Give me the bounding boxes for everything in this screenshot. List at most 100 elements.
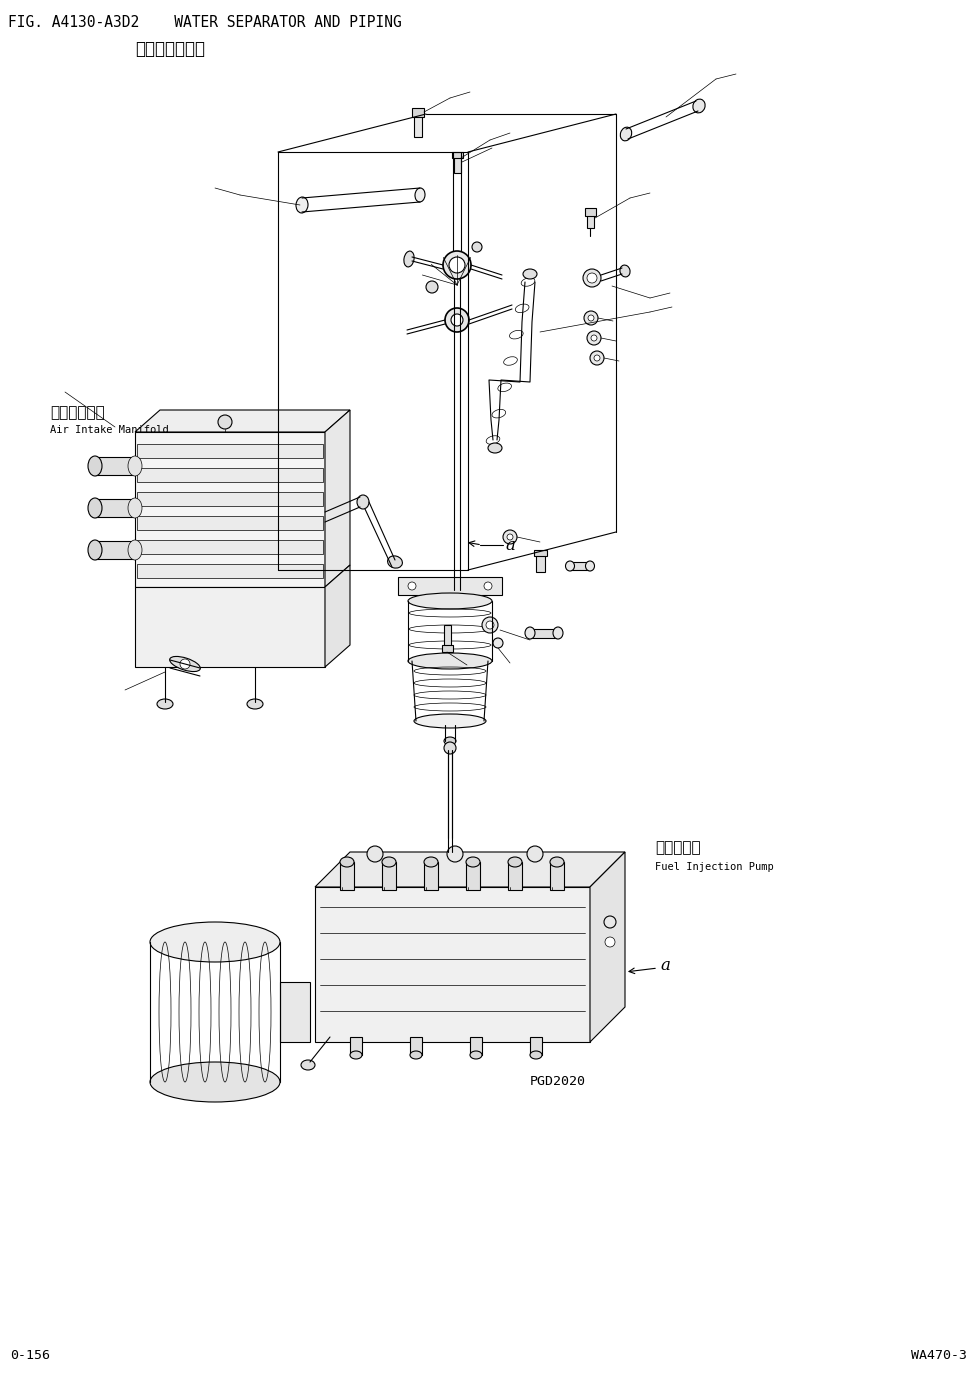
Polygon shape (590, 853, 625, 1042)
Circle shape (367, 846, 383, 862)
Circle shape (591, 335, 597, 341)
Circle shape (408, 582, 416, 590)
Bar (442, 645, 453, 652)
Bar (587, 214, 594, 228)
Ellipse shape (388, 556, 403, 568)
Polygon shape (325, 566, 350, 667)
Ellipse shape (350, 1050, 362, 1059)
Ellipse shape (301, 1060, 315, 1070)
Ellipse shape (530, 1050, 542, 1059)
Circle shape (493, 638, 503, 648)
Ellipse shape (415, 188, 425, 202)
Bar (410, 1037, 422, 1054)
Circle shape (426, 281, 438, 292)
Bar (424, 862, 438, 890)
Bar (444, 625, 451, 647)
Ellipse shape (414, 714, 486, 728)
Circle shape (587, 331, 601, 345)
Polygon shape (315, 853, 625, 887)
Ellipse shape (553, 627, 563, 638)
Ellipse shape (128, 456, 142, 476)
Bar (135, 432, 325, 588)
Text: 0-156: 0-156 (10, 1350, 50, 1362)
Bar (137, 516, 323, 530)
Bar (550, 862, 564, 890)
Circle shape (590, 351, 604, 365)
Ellipse shape (410, 1050, 422, 1059)
Circle shape (486, 621, 494, 629)
Bar (95, 498, 135, 518)
Polygon shape (135, 411, 350, 432)
Ellipse shape (470, 1050, 482, 1059)
Ellipse shape (88, 498, 102, 518)
Bar (412, 108, 424, 117)
Ellipse shape (620, 128, 632, 141)
Ellipse shape (157, 699, 173, 708)
Ellipse shape (404, 251, 414, 266)
Ellipse shape (508, 857, 522, 866)
Circle shape (503, 530, 517, 544)
Ellipse shape (170, 656, 200, 671)
Circle shape (594, 356, 600, 361)
Circle shape (583, 269, 601, 287)
Ellipse shape (466, 857, 480, 866)
Text: a: a (505, 537, 515, 553)
Bar (530, 1037, 542, 1054)
Bar (137, 492, 323, 507)
Bar (452, 152, 463, 158)
Ellipse shape (340, 857, 354, 866)
Ellipse shape (424, 857, 438, 866)
Bar (466, 862, 480, 890)
Bar (137, 540, 323, 553)
Bar (340, 862, 354, 890)
Bar (137, 468, 323, 482)
Circle shape (584, 312, 598, 325)
Text: FIG. A4130-A3D2    WATER SEPARATOR AND PIPING: FIG. A4130-A3D2 WATER SEPARATOR AND PIPI… (8, 15, 402, 30)
Ellipse shape (247, 699, 263, 708)
Bar (95, 457, 135, 475)
Bar (137, 443, 323, 459)
Bar (508, 862, 522, 890)
Text: Fuel Injection Pump: Fuel Injection Pump (655, 862, 774, 872)
Ellipse shape (620, 265, 630, 277)
Bar (382, 862, 396, 890)
Ellipse shape (128, 540, 142, 560)
Ellipse shape (382, 857, 396, 866)
Text: 水分离器和管道: 水分离器和管道 (135, 40, 205, 58)
Circle shape (604, 916, 616, 928)
Circle shape (588, 314, 594, 321)
Bar (470, 1037, 482, 1054)
Ellipse shape (444, 737, 456, 746)
Circle shape (507, 534, 513, 540)
Circle shape (449, 257, 465, 273)
Ellipse shape (296, 196, 308, 213)
Bar (398, 577, 502, 595)
Bar (135, 588, 325, 667)
Circle shape (472, 242, 482, 253)
Bar (280, 982, 310, 1042)
Circle shape (605, 936, 615, 947)
Bar (585, 207, 596, 216)
Circle shape (445, 308, 469, 332)
Circle shape (482, 616, 498, 633)
Circle shape (444, 741, 456, 754)
Bar (315, 887, 590, 1042)
Text: a: a (660, 957, 670, 973)
Polygon shape (325, 411, 350, 588)
Ellipse shape (550, 857, 564, 866)
Circle shape (484, 582, 492, 590)
Circle shape (447, 846, 463, 862)
Circle shape (443, 251, 471, 279)
Text: WA470-3: WA470-3 (911, 1350, 967, 1362)
Bar (530, 629, 558, 638)
Circle shape (587, 273, 597, 283)
Bar (137, 564, 323, 578)
Ellipse shape (566, 562, 574, 571)
Ellipse shape (525, 627, 535, 638)
Text: 燃油喷射泵: 燃油喷射泵 (655, 840, 701, 855)
Ellipse shape (693, 99, 705, 113)
Ellipse shape (357, 496, 369, 509)
Circle shape (451, 314, 463, 325)
Bar (534, 551, 547, 556)
Bar (454, 155, 461, 173)
